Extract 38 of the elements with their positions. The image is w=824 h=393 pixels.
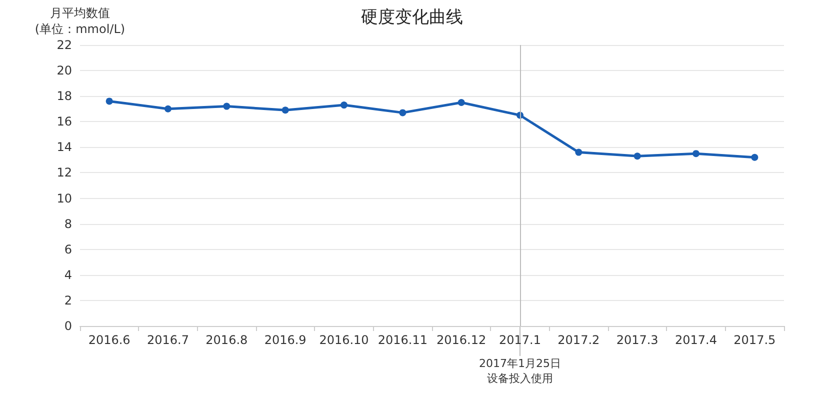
y-tick-label: 20 <box>56 64 72 78</box>
point <box>575 148 582 156</box>
y-tick-label: 8 <box>64 216 72 231</box>
point <box>223 102 230 110</box>
point <box>692 150 700 158</box>
x-tick-label: 2016.8 <box>206 333 248 347</box>
y-tick-label: 0 <box>64 319 72 333</box>
y-tick-label: 2 <box>64 293 72 308</box>
ref-line-label: 2017年1月25日设备投入使用 <box>479 357 561 385</box>
x-tick-label: 2017.2 <box>558 333 600 347</box>
y-axis-title: 月平均数值 (单位：mmol/L) <box>34 6 126 36</box>
y-tick-label: 6 <box>64 242 72 256</box>
point <box>106 98 113 105</box>
point <box>282 106 289 114</box>
x-tick-label: 2016.7 <box>147 333 189 347</box>
y-tick-label: 10 <box>56 191 72 206</box>
point <box>751 154 758 161</box>
y-tick-label: 16 <box>56 114 72 129</box>
y-tick-label: 18 <box>56 89 72 104</box>
x-tick-label: 2016.11 <box>378 333 428 347</box>
x-tick-label: 2017.4 <box>675 333 717 347</box>
x-tick-label: 2016.12 <box>436 333 486 347</box>
x-tick-label: 2016.9 <box>264 333 306 347</box>
x-tick-label: 2017.3 <box>616 333 658 347</box>
x-tick-label: 2017.5 <box>734 333 776 347</box>
y-tick-label: 22 <box>56 38 72 52</box>
y-tick-label: 12 <box>56 166 72 180</box>
point <box>458 98 465 106</box>
y-tick-label: 14 <box>56 140 72 154</box>
point <box>340 102 348 109</box>
point <box>164 105 172 112</box>
point <box>399 109 406 116</box>
x-tick-label: 2016.6 <box>88 333 130 347</box>
x-tick-label: 2017.1 <box>499 333 541 347</box>
chart-title: 硬度变化曲线 <box>361 8 463 28</box>
y-tick-label: 4 <box>64 268 72 282</box>
point <box>634 152 641 160</box>
x-tick-label: 2016.10 <box>319 333 369 347</box>
